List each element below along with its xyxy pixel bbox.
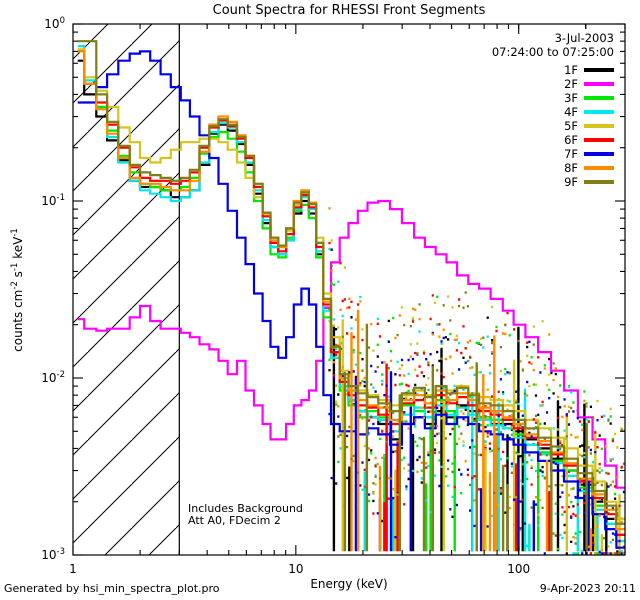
x-axis-label: Energy (keV) bbox=[310, 577, 387, 591]
y-tick-label: 10-2 bbox=[41, 370, 65, 385]
spectrum-curve-9f bbox=[77, 40, 625, 525]
hatched-excluded-band bbox=[73, 24, 180, 555]
y-tick-label: 10-1 bbox=[41, 193, 65, 208]
legend-label-8f: 8F bbox=[564, 161, 578, 175]
legend-label-2f: 2F bbox=[564, 77, 578, 91]
axis-ticks bbox=[72, 23, 626, 556]
legend-label-5f: 5F bbox=[564, 119, 578, 133]
spectrum-noise-9f bbox=[328, 264, 625, 555]
legend-label-9f: 9F bbox=[564, 175, 578, 189]
annotation-attenuator-state: Att A0, FDecim 2 bbox=[188, 514, 281, 527]
x-tick-label: 100 bbox=[507, 562, 530, 576]
spectrum-noise-8f bbox=[328, 207, 625, 555]
legend-label-6f: 6F bbox=[564, 133, 578, 147]
plot-frame bbox=[72, 23, 626, 556]
legend-label-1f: 1F bbox=[564, 63, 578, 77]
legend-label-3f: 3F bbox=[564, 91, 578, 105]
observation-date: 3-Jul-2003 bbox=[555, 31, 614, 45]
page-title: Count Spectra for RHESSI Front Segments bbox=[213, 3, 486, 18]
y-tick-label: 10-3 bbox=[41, 547, 65, 562]
footer-timestamp: 9-Apr-2023 20:11 bbox=[540, 582, 636, 595]
spectra-curves bbox=[77, 40, 625, 555]
y-axis-label: counts cm-2 s-1 keV-1 bbox=[10, 228, 25, 352]
spectrum-curve-7f bbox=[77, 50, 625, 549]
legend-label-4f: 4F bbox=[564, 105, 578, 119]
legend-label-7f: 7F bbox=[564, 147, 578, 161]
annotation-includes-background: Includes Background bbox=[188, 502, 303, 515]
footer-generator: Generated by hsi_min_spectra_plot.pro bbox=[4, 582, 220, 595]
x-tick-label: 1 bbox=[69, 562, 77, 576]
axis-tick-labels: 1 10 100 10-3 10-2 10-1 100 bbox=[41, 16, 530, 576]
y-tick-label: 100 bbox=[44, 16, 65, 31]
x-tick-label: 10 bbox=[288, 562, 303, 576]
observation-time-range: 07:24:00 to 07:25:00 bbox=[492, 45, 614, 59]
